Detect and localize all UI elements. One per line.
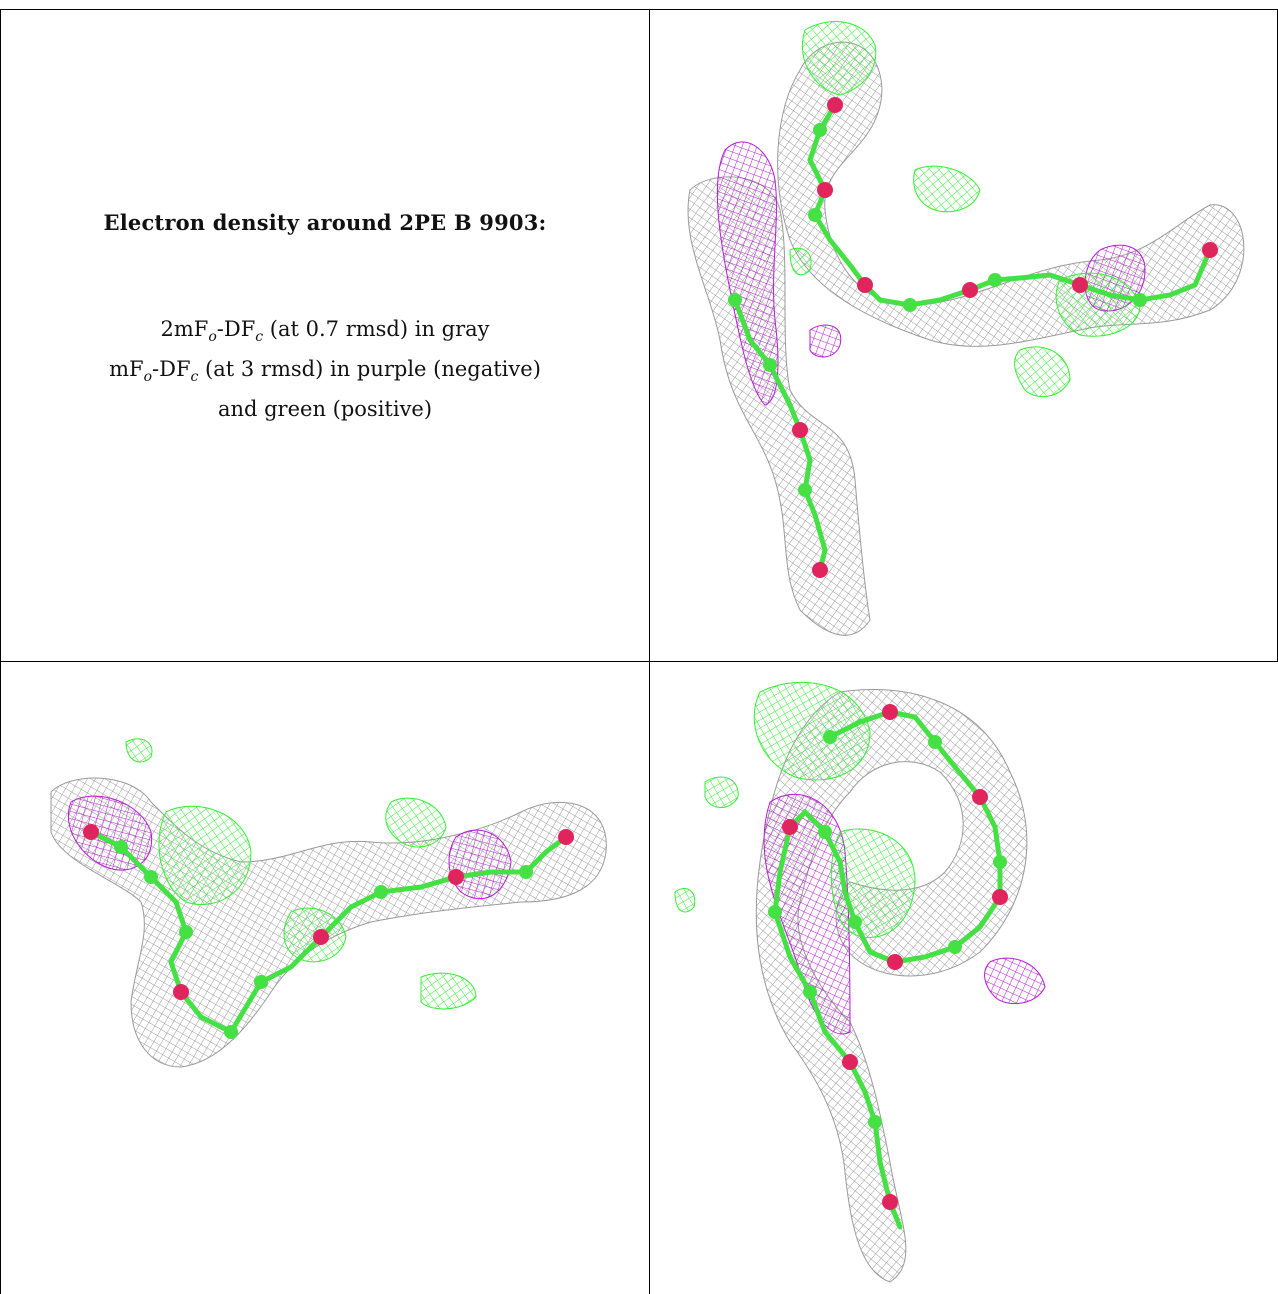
ligand-bonds xyxy=(732,102,1213,573)
green-density-mesh xyxy=(789,21,1141,398)
ligand-atoms xyxy=(768,704,1008,1210)
ligand-atoms xyxy=(728,97,1218,578)
center-vertical-divider xyxy=(649,9,650,1294)
caption-cell: Electron density around 2PE B 9903: 2mFo… xyxy=(20,210,630,425)
caption-subscript: o xyxy=(208,329,217,346)
density-panel-bottom-left xyxy=(1,662,649,1294)
density-panel-bottom-right xyxy=(650,662,1277,1294)
caption-line-gray: 2mFo-DFc (at 0.7 rmsd) in gray xyxy=(20,313,630,353)
ligand-atoms xyxy=(83,824,574,1039)
caption-subscript: o xyxy=(143,369,153,386)
caption-text: mF xyxy=(109,357,144,382)
caption-text: -DF xyxy=(152,357,191,382)
caption-heading: Electron density around 2PE B 9903: xyxy=(103,210,547,235)
caption-text: (at 3 rmsd) in purple (negative) xyxy=(198,357,541,382)
density-render-bottom-right xyxy=(674,681,1046,1283)
caption-subscript: c xyxy=(190,369,199,386)
border-left xyxy=(0,9,1,1294)
caption-subscript: c xyxy=(255,329,264,346)
gray-density-mesh xyxy=(755,689,1028,1283)
caption-text: (at 0.7 rmsd) in gray xyxy=(263,317,490,341)
caption-text: 2mF xyxy=(160,317,209,341)
purple-density-mesh xyxy=(67,795,512,900)
caption-line-difference: mFo-DFc (at 3 rmsd) in purple (negative) xyxy=(20,353,630,393)
density-render-bottom-left xyxy=(50,738,607,1068)
center-horizontal-divider xyxy=(0,661,1278,662)
caption-line-positive: and green (positive) xyxy=(217,397,433,422)
border-top xyxy=(0,9,1278,10)
caption-text: -DF xyxy=(216,317,256,341)
density-panel-top-right xyxy=(650,10,1277,661)
density-render-top-right xyxy=(687,21,1245,636)
